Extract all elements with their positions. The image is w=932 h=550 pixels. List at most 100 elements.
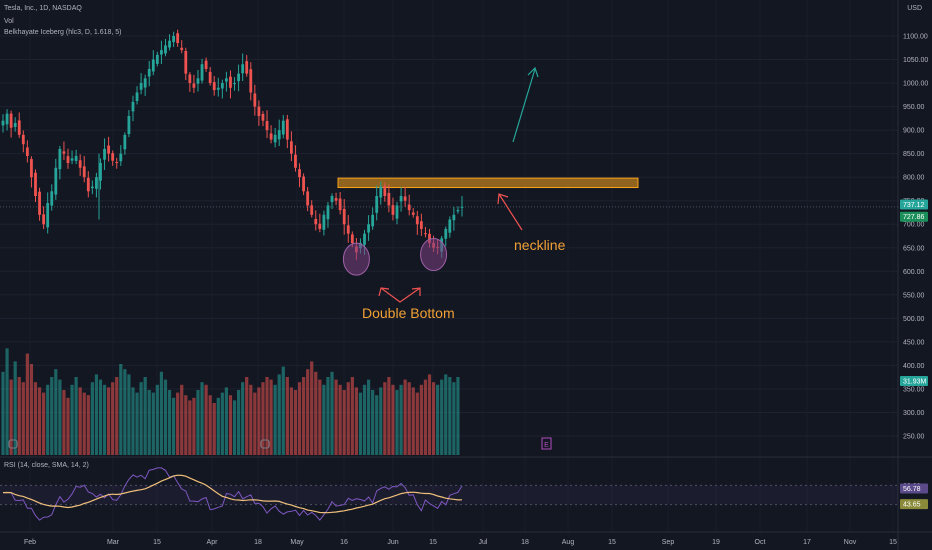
volume-value-tag-bg — [900, 376, 928, 386]
candle-body — [261, 113, 265, 121]
volume-bar — [375, 395, 379, 455]
candle-body — [456, 210, 460, 212]
axis-price-labels: 737.12 727.86 31.93M 56.78 43.65 — [900, 199, 928, 510]
volume-bar — [29, 364, 34, 455]
volume-bar — [151, 392, 155, 455]
volume-bar — [98, 379, 103, 455]
candle-body — [281, 120, 285, 135]
candle-body — [391, 205, 395, 215]
volume-bar — [50, 377, 54, 455]
candlestick-series — [1, 29, 464, 260]
volume-bar — [322, 384, 326, 455]
earnings-marker — [541, 437, 552, 450]
candle-body — [204, 60, 208, 69]
candle-body — [143, 78, 147, 88]
candle-body — [164, 45, 167, 54]
price-tick-label: 900.00 — [903, 128, 925, 135]
volume-bar — [440, 379, 444, 455]
volume-bar — [70, 384, 74, 455]
candle-body — [387, 192, 391, 206]
candle-body — [298, 169, 301, 178]
price-tick-label: 850.00 — [903, 151, 925, 158]
volume-bar — [379, 387, 383, 455]
volume-bar — [159, 371, 164, 455]
volume-bar — [387, 377, 391, 455]
candle-body — [17, 120, 21, 135]
volume-bar — [42, 392, 46, 455]
time-tick-label: 19 — [712, 539, 720, 546]
candle-body — [379, 186, 383, 198]
volume-bar — [431, 382, 436, 455]
candle-body — [306, 191, 310, 206]
volume-bar — [383, 382, 387, 455]
candle-body — [111, 153, 115, 161]
candle-body — [58, 148, 62, 170]
price-tick-label: 550.00 — [903, 292, 925, 299]
candle-body — [225, 78, 228, 82]
volume-bar — [33, 382, 38, 455]
breakout-arrow-head — [527, 66, 539, 78]
volume-bar — [25, 353, 29, 455]
candle-body — [184, 51, 188, 74]
price-countdown-tag: 727.86 — [903, 214, 925, 221]
volume-bar — [354, 387, 358, 455]
volume-bar — [172, 397, 176, 455]
time-tick-label: Oct — [755, 539, 766, 546]
neckline-annotation: neckline — [514, 237, 566, 253]
volume-bar — [269, 379, 273, 455]
volume-bar — [444, 374, 448, 455]
volume-bar — [62, 390, 66, 455]
volume-bar — [366, 379, 371, 455]
volume-bar — [285, 377, 289, 455]
rsi-panel — [0, 467, 898, 521]
candle-body — [277, 130, 281, 140]
candle-body — [448, 219, 452, 233]
candle-body — [34, 172, 37, 196]
candle-body — [383, 185, 387, 196]
volume-bar — [452, 382, 456, 455]
candle-body — [273, 134, 277, 143]
candle-body — [13, 123, 17, 127]
candle-body — [289, 141, 293, 154]
price-tick-label: 950.00 — [903, 104, 925, 111]
currency-label: USD — [907, 5, 922, 12]
price-axis[interactable]: 1100.00 1050.00 1000.00 950.00 900.00 850.00 8… — [903, 34, 928, 510]
candle-body — [30, 159, 33, 178]
volume-bar — [358, 392, 363, 455]
volume-bar — [167, 390, 172, 455]
volume-bar — [245, 377, 249, 455]
volume-bar — [318, 379, 322, 455]
volume-bar — [277, 374, 281, 455]
candle-body — [90, 186, 94, 189]
volume-bar — [90, 382, 94, 455]
annotation-arrows — [378, 66, 539, 303]
volume-bar — [314, 371, 318, 455]
symbol-legend: Tesla, Inc., 1D, NASDAQ — [4, 5, 82, 12]
volume-bar — [273, 384, 277, 455]
candle-body — [237, 73, 240, 82]
time-tick-label: Aug — [562, 539, 575, 546]
volume-bar — [115, 377, 119, 455]
candle-body — [265, 121, 269, 131]
candle-body — [200, 64, 204, 81]
candle-body — [322, 214, 326, 230]
candle-body — [460, 206, 464, 208]
candle-body — [346, 225, 350, 234]
volume-bar — [46, 384, 50, 455]
volume-bar — [391, 384, 395, 455]
candle-body — [249, 69, 253, 93]
volume-bar — [297, 382, 302, 455]
volume-bar — [411, 387, 415, 455]
candle-body — [403, 196, 407, 201]
first-bottom-circle — [342, 242, 370, 276]
volume-bar — [180, 384, 184, 455]
price-tick-label: 450.00 — [903, 339, 925, 346]
candle-body — [123, 134, 127, 150]
candle-body — [151, 59, 155, 72]
candle-body — [5, 113, 9, 125]
time-axis[interactable]: Feb Mar 15 Apr 18 May 16 Jun 15 Jul 18 Aug 15 Sep 19 Oc… — [24, 539, 897, 546]
candle-body — [363, 233, 366, 245]
volume-bar — [419, 384, 423, 455]
